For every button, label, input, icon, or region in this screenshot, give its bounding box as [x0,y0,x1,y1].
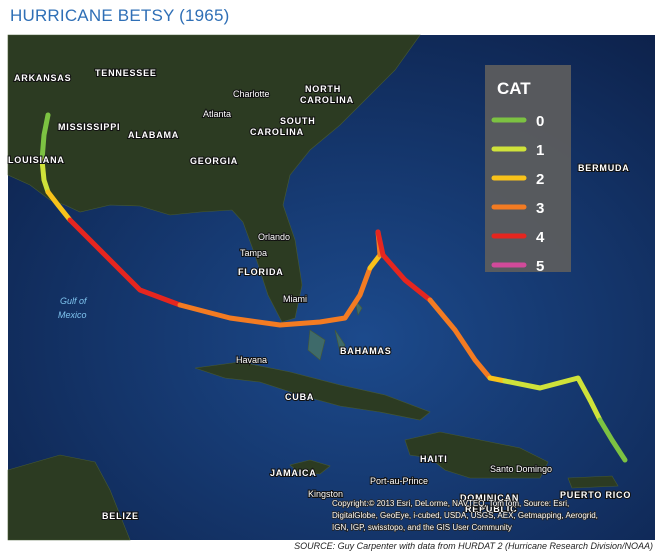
place-label: REPUBLIC [465,504,517,514]
place-label: BERMUDA [578,163,630,173]
place-label: ARKANSAS [14,73,71,83]
track-segment [367,252,383,271]
place-labels: ARKANSAS TENNESSEE NORTH CAROLINA Charlo… [7,67,631,522]
source: SOURCE: Guy Carpenter with data from HUR… [294,541,653,551]
place-label: Miami [283,294,307,304]
track-segment [427,297,493,381]
yucatan [7,454,131,541]
place-label: CAROLINA [250,127,304,137]
jamaica [289,459,331,475]
legend-label: 5 [536,258,544,275]
place-label: Orlando [258,232,290,242]
place-label: SOUTH [280,116,316,126]
place-label: PUERTO RICO [560,490,631,500]
bahamas-islands [307,298,363,361]
place-label: MISSISSIPPI [58,122,120,132]
track-segment [177,265,373,328]
place-label: JAMAICA [270,468,317,478]
place-label: ALABAMA [128,130,179,140]
legend-label: 2 [536,171,544,188]
legend-label: 0 [536,113,544,130]
track-segment [487,375,508,384]
puerto-rico [567,475,619,489]
cuba [194,361,431,421]
place-label: Kingston [308,489,343,499]
legend-label: 1 [536,142,544,159]
place-label: TENNESSEE [95,68,157,78]
place-label: DOMINICAN [460,493,519,503]
place-label: Santo Domingo [490,464,552,474]
place-label: Port-au-Prince [370,476,428,486]
hispaniola [404,431,549,479]
track-segment [45,189,73,223]
legend-label: 3 [536,200,544,217]
track-segment [67,217,183,308]
place-label: BELIZE [102,511,139,521]
copyright: Copyright:© 2013 Esri, DeLorme, NAVTEQ, … [332,499,569,508]
place-label: Atlanta [203,109,231,119]
legend-label: 4 [536,229,545,246]
place-label: CAROLINA [300,95,354,105]
legend: 0 1 2 3 4 5 [491,113,545,275]
place-label: Charlotte [233,89,270,99]
legend-title: CAT [497,79,531,98]
place-label: HAITI [420,454,448,464]
place-label: Gulf of [60,296,88,306]
copyright: DigitalGlobe, GeoEye, i-cubed, USDA, USG… [332,511,598,520]
place-label: FLORIDA [238,267,284,277]
north-america [7,34,421,323]
track-segment [597,417,628,463]
copyright: IGN, IGP, swisstopo, and the GIS User Co… [332,523,512,532]
track-segment [587,397,603,423]
place-label: CUBA [285,392,314,402]
place-label: NORTH [305,84,341,94]
land [7,34,619,541]
title: HURRICANE BETSY (1965) [10,6,230,25]
place-label: Tampa [240,248,267,258]
place-label: LOUISIANA [8,155,65,165]
place-label: BAHAMAS [340,346,392,356]
hurricane-track [39,112,628,463]
track-segment [502,375,593,403]
place-label: Havana [236,355,267,365]
place-label: Mexico [58,310,87,320]
place-label: GEORGIA [190,156,238,166]
track-segment [39,157,51,195]
track-segment [375,229,433,303]
track-segment [39,112,51,163]
